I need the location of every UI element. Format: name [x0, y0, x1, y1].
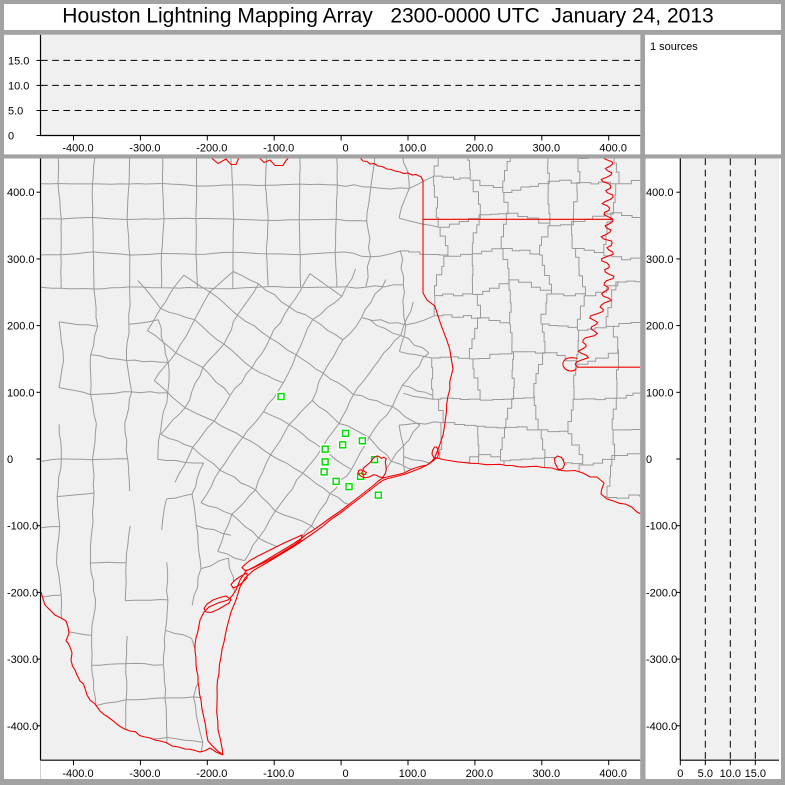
- svg-text:10.0: 10.0: [720, 768, 741, 780]
- svg-text:-400.0: -400.0: [646, 721, 677, 733]
- svg-text:-100.0: -100.0: [263, 768, 294, 780]
- svg-text:15.0: 15.0: [8, 55, 29, 67]
- svg-text:-400.0: -400.0: [7, 721, 38, 733]
- svg-text:-100.0: -100.0: [7, 521, 38, 533]
- svg-text:0: 0: [343, 143, 349, 155]
- svg-text:15.0: 15.0: [745, 768, 766, 780]
- svg-text:200.0: 200.0: [466, 143, 494, 155]
- svg-text:0: 0: [7, 454, 13, 466]
- svg-text:Houston Lightning Mapping Arra: Houston Lightning Mapping Array 2300-000…: [62, 4, 713, 27]
- svg-text:-200.0: -200.0: [7, 587, 38, 599]
- svg-text:400.0: 400.0: [599, 143, 627, 155]
- svg-text:400.0: 400.0: [646, 187, 674, 199]
- svg-text:-400.0: -400.0: [62, 768, 93, 780]
- svg-text:100.0: 100.0: [646, 387, 674, 399]
- svg-text:400.0: 400.0: [599, 768, 627, 780]
- svg-text:200.0: 200.0: [7, 321, 35, 333]
- svg-text:100.0: 100.0: [399, 143, 427, 155]
- svg-text:300.0: 300.0: [646, 254, 674, 266]
- svg-text:-200.0: -200.0: [646, 587, 677, 599]
- svg-text:0: 0: [343, 768, 349, 780]
- svg-text:0: 0: [646, 454, 652, 466]
- svg-text:300.0: 300.0: [533, 768, 561, 780]
- svg-text:-200.0: -200.0: [196, 768, 227, 780]
- svg-text:-300.0: -300.0: [646, 654, 677, 666]
- svg-text:100.0: 100.0: [7, 387, 35, 399]
- svg-text:-200.0: -200.0: [196, 143, 227, 155]
- svg-text:0: 0: [8, 131, 14, 143]
- svg-text:300.0: 300.0: [7, 254, 35, 266]
- svg-text:-300.0: -300.0: [7, 654, 38, 666]
- svg-text:400.0: 400.0: [7, 187, 35, 199]
- svg-text:100.0: 100.0: [399, 768, 427, 780]
- svg-text:5.0: 5.0: [698, 768, 713, 780]
- svg-text:200.0: 200.0: [646, 321, 674, 333]
- svg-text:-100.0: -100.0: [646, 521, 677, 533]
- svg-text:1 sources: 1 sources: [650, 41, 698, 53]
- svg-text:-300.0: -300.0: [129, 768, 160, 780]
- svg-text:5.0: 5.0: [8, 106, 23, 118]
- svg-text:-100.0: -100.0: [263, 143, 294, 155]
- svg-text:200.0: 200.0: [466, 768, 494, 780]
- svg-text:-300.0: -300.0: [129, 143, 160, 155]
- svg-text:10.0: 10.0: [8, 80, 29, 92]
- svg-text:-400.0: -400.0: [62, 143, 93, 155]
- svg-text:0: 0: [677, 768, 683, 780]
- svg-text:300.0: 300.0: [533, 143, 561, 155]
